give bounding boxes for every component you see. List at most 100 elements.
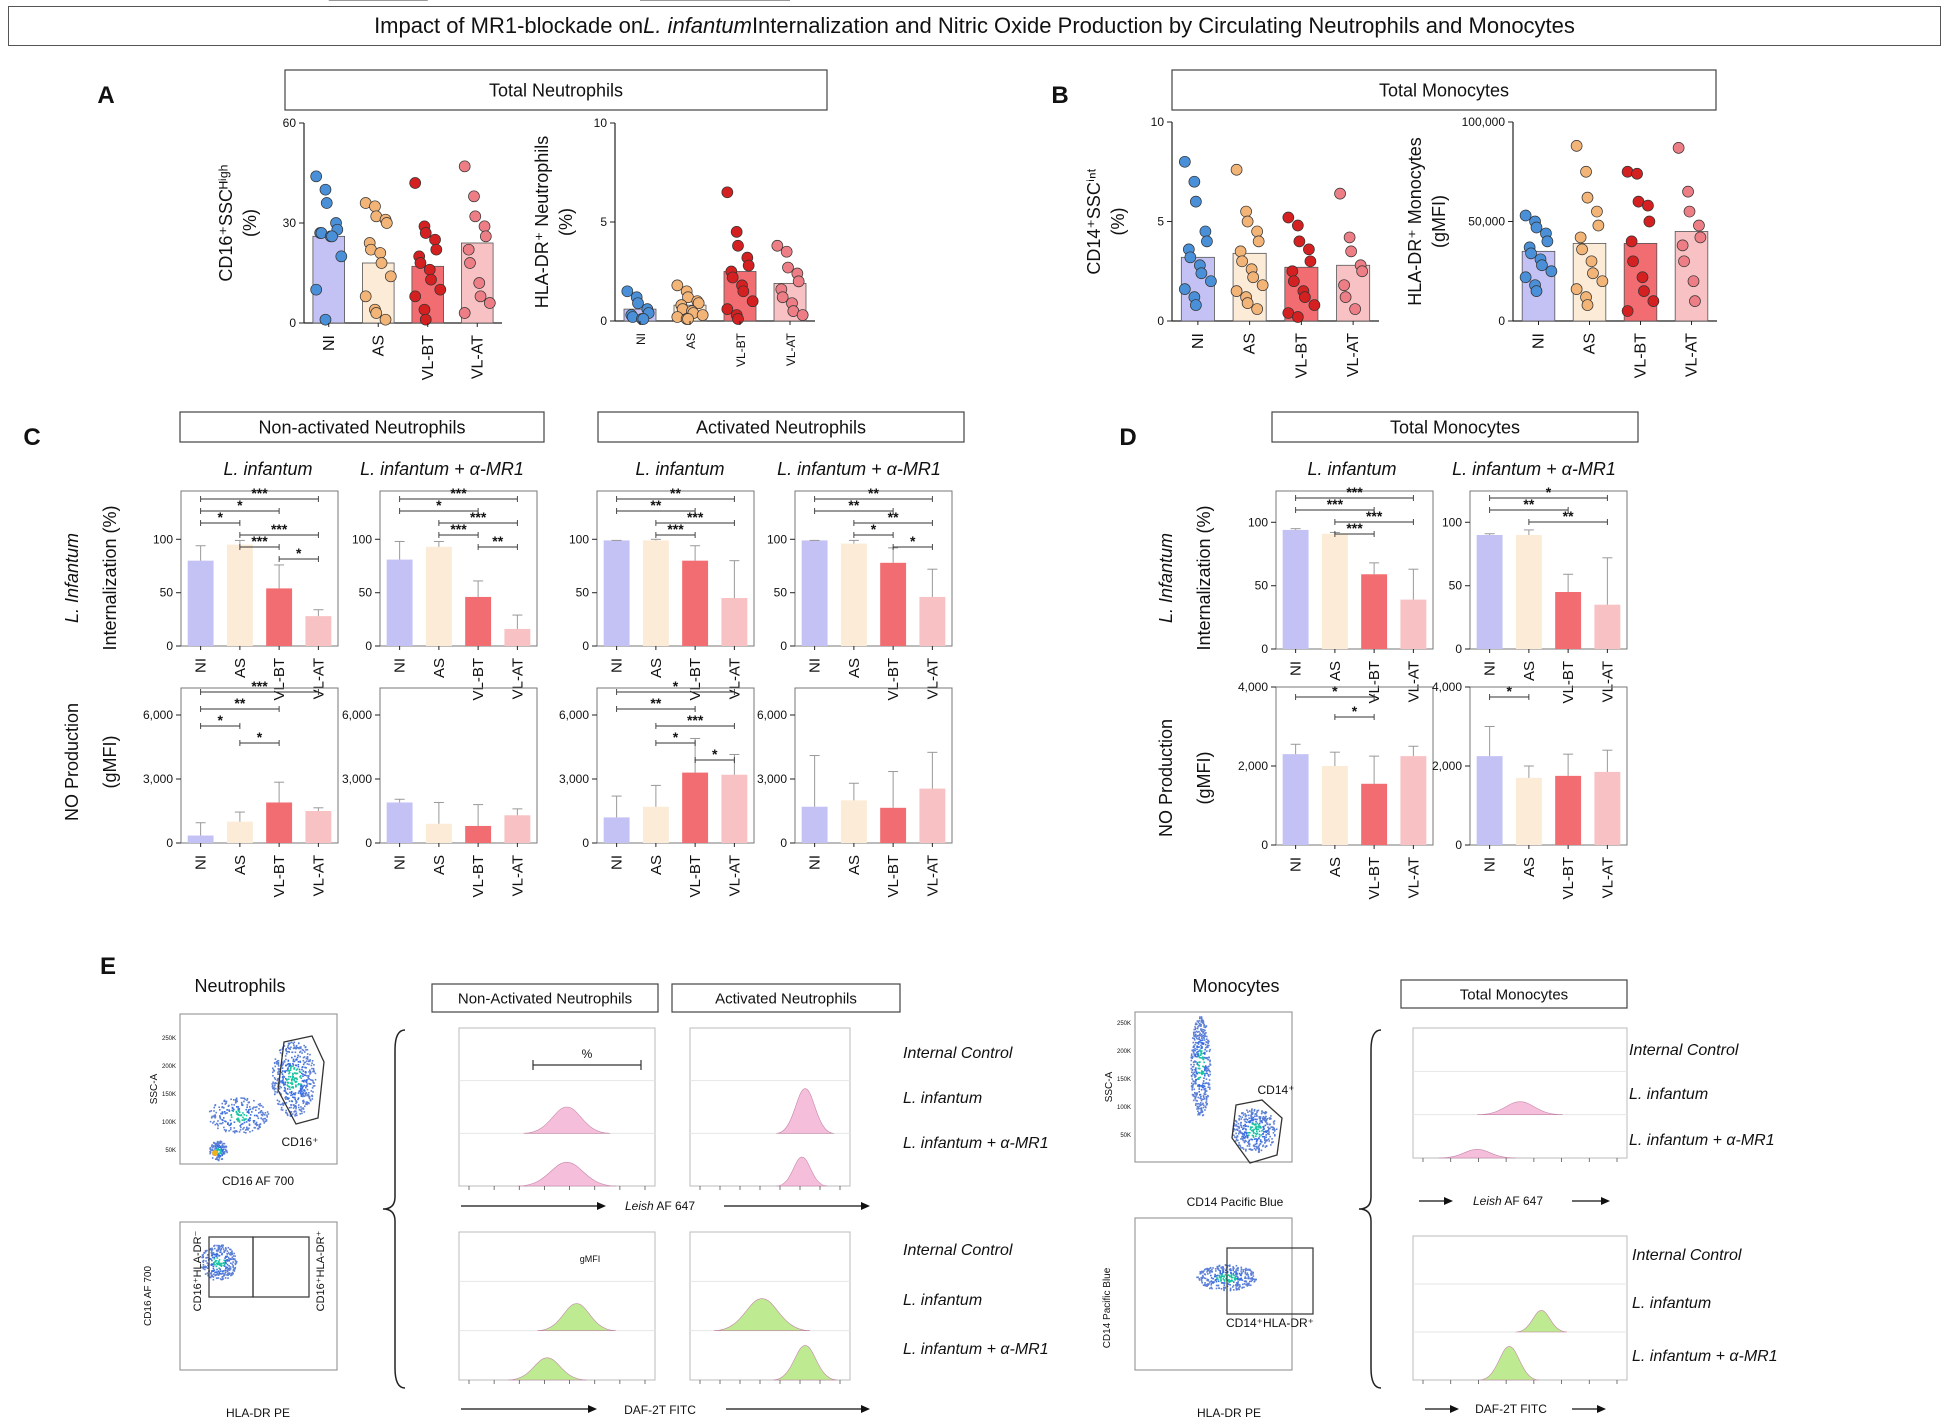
event-dot xyxy=(295,1080,297,1083)
event-dot xyxy=(1201,1103,1203,1106)
event-dot xyxy=(277,1071,279,1074)
event-dot xyxy=(1263,1128,1265,1130)
event-dot xyxy=(1246,1285,1249,1287)
event-dot xyxy=(206,1254,209,1256)
event-dot xyxy=(1242,1136,1245,1138)
event-dot xyxy=(1201,1039,1204,1041)
event-dot xyxy=(265,1120,268,1122)
data-point xyxy=(721,186,734,199)
event-dot xyxy=(1203,1268,1206,1271)
event-dot xyxy=(285,1091,287,1094)
event-dot xyxy=(1195,1071,1198,1073)
event-dot xyxy=(1216,1266,1219,1269)
event-dot xyxy=(217,1143,220,1146)
event-dot xyxy=(218,1260,220,1263)
data-point xyxy=(1292,219,1304,232)
event-dot xyxy=(295,1069,298,1071)
event-dot xyxy=(1204,1090,1207,1093)
x-tick-label: VL-BT xyxy=(271,658,288,701)
event-dot xyxy=(1198,1277,1200,1280)
event-dot xyxy=(1269,1144,1272,1146)
event-dot xyxy=(310,1090,313,1092)
event-dot xyxy=(1197,1096,1200,1099)
event-dot xyxy=(297,1104,300,1106)
x-tick-label: NI xyxy=(392,658,409,673)
event-dot xyxy=(1253,1110,1256,1112)
event-dot xyxy=(1197,1043,1200,1045)
event-dot xyxy=(1194,1054,1197,1056)
event-dot xyxy=(264,1120,266,1123)
event-dot xyxy=(1192,1046,1195,1049)
data-point xyxy=(1627,255,1639,268)
event-dot xyxy=(1200,1033,1203,1036)
event-dot xyxy=(1270,1126,1273,1128)
event-dot xyxy=(1201,1046,1203,1048)
event-dot xyxy=(1195,1099,1197,1102)
event-dot xyxy=(1199,1272,1201,1275)
event-dot xyxy=(215,1250,218,1252)
event-dot xyxy=(210,1263,212,1266)
event-dot xyxy=(210,1248,213,1251)
event-dot xyxy=(308,1095,311,1098)
bar-VL-BT xyxy=(266,802,293,843)
event-dot xyxy=(1193,1071,1196,1073)
event-dot xyxy=(1205,1032,1207,1034)
event-dot xyxy=(1208,1050,1211,1053)
bar-VL-BT xyxy=(1361,574,1388,649)
event-dot xyxy=(1199,1102,1202,1104)
event-dot xyxy=(224,1269,227,1271)
event-dot xyxy=(1204,1026,1207,1029)
event-dot xyxy=(1203,1037,1205,1040)
event-dot xyxy=(224,1272,227,1274)
plot-frame xyxy=(794,687,953,844)
event-dot xyxy=(295,1100,297,1102)
data-point xyxy=(384,270,397,283)
data-point xyxy=(771,239,784,252)
subtitle-linf_mr1: L. infantum + α-MR1 xyxy=(777,459,941,479)
event-dot xyxy=(243,1126,245,1129)
data-point xyxy=(1334,187,1346,200)
event-dot xyxy=(1274,1129,1276,1131)
event-dot xyxy=(219,1117,222,1120)
event-dot xyxy=(273,1093,276,1096)
event-dot xyxy=(228,1258,231,1261)
event-dot xyxy=(1247,1114,1250,1117)
event-dot xyxy=(1220,1266,1222,1269)
mono-leish-axis-right-arrowhead xyxy=(1601,1197,1610,1205)
event-dot xyxy=(1229,1287,1232,1290)
debris-cluster xyxy=(209,1140,228,1162)
x-tick-label: VL-AT xyxy=(310,855,327,896)
event-dot xyxy=(1247,1142,1250,1144)
event-dot xyxy=(229,1266,232,1268)
data-point xyxy=(414,257,427,269)
event-dot xyxy=(1202,1086,1205,1089)
event-dot xyxy=(217,1127,219,1130)
event-dot xyxy=(259,1123,262,1125)
event-dot xyxy=(213,1262,215,1264)
x-tick-label: VL-AT xyxy=(1684,333,1701,377)
event-dot xyxy=(311,1094,313,1097)
event-dot xyxy=(224,1257,226,1259)
event-dot xyxy=(1256,1147,1258,1150)
event-dot xyxy=(1212,1282,1215,1284)
condition-linf_mr1: L. infantum + α-MR1 xyxy=(903,1135,1049,1152)
event-dot xyxy=(1214,1273,1216,1276)
event-dot xyxy=(243,1113,246,1116)
sig-star: * xyxy=(1507,683,1513,699)
event-dot xyxy=(1208,1079,1211,1081)
event-dot xyxy=(216,1257,219,1259)
event-dot xyxy=(1207,1278,1210,1281)
event-dot xyxy=(283,1089,286,1092)
data-point xyxy=(1178,155,1191,168)
event-dot xyxy=(1238,1119,1241,1121)
event-dot xyxy=(298,1047,300,1050)
event-dot xyxy=(1207,1058,1209,1061)
x-tick-label: VL-AT xyxy=(1405,857,1422,898)
event-dot xyxy=(223,1250,226,1253)
bar-AS xyxy=(425,823,452,843)
event-dot xyxy=(290,1065,292,1067)
event-dot xyxy=(1207,1284,1209,1286)
event-dot xyxy=(1192,1095,1195,1097)
event-dot xyxy=(1238,1278,1241,1280)
event-dot xyxy=(203,1251,205,1254)
